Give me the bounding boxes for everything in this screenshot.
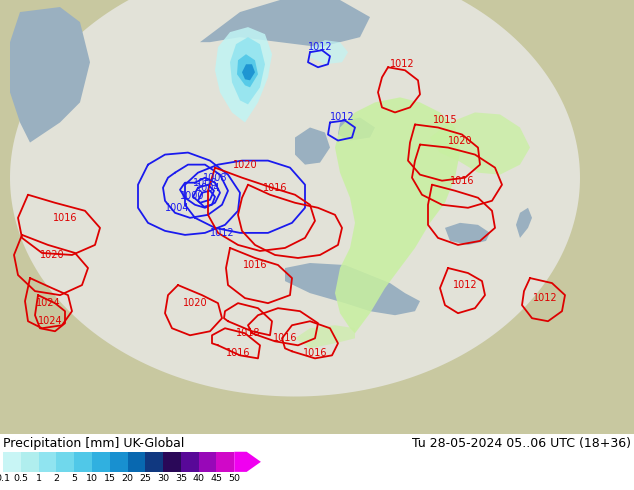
Text: 1004: 1004	[196, 183, 220, 193]
Text: 15: 15	[104, 474, 116, 483]
Polygon shape	[285, 263, 420, 315]
Polygon shape	[338, 118, 375, 141]
Text: 1020: 1020	[448, 136, 472, 146]
Text: 1016: 1016	[450, 176, 474, 186]
Text: 1024: 1024	[36, 298, 60, 308]
Polygon shape	[295, 127, 330, 165]
Polygon shape	[295, 325, 355, 348]
Text: 1012: 1012	[390, 59, 414, 69]
Text: 1018: 1018	[236, 328, 260, 338]
Polygon shape	[237, 54, 258, 87]
Polygon shape	[230, 37, 265, 104]
Text: 25: 25	[139, 474, 152, 483]
Bar	[74, 452, 92, 472]
Text: 10: 10	[86, 474, 98, 483]
Bar	[163, 452, 181, 472]
Bar	[110, 452, 127, 472]
Polygon shape	[310, 40, 348, 64]
Bar	[181, 452, 198, 472]
Text: Tu 28-05-2024 05..06 UTC (18+36): Tu 28-05-2024 05..06 UTC (18+36)	[412, 437, 631, 450]
Text: 1015: 1015	[432, 116, 457, 125]
Text: 1012: 1012	[533, 293, 557, 303]
Polygon shape	[234, 452, 261, 472]
Polygon shape	[0, 0, 634, 434]
Polygon shape	[516, 208, 532, 238]
Text: 40: 40	[193, 474, 205, 483]
Text: 1016: 1016	[53, 213, 77, 223]
Text: 1012: 1012	[210, 228, 235, 238]
Text: 1012: 1012	[453, 280, 477, 290]
Text: 5: 5	[71, 474, 77, 483]
Bar	[56, 452, 74, 472]
Polygon shape	[445, 223, 490, 245]
Text: 1016: 1016	[262, 183, 287, 193]
Bar	[3, 452, 21, 472]
Text: 1016: 1016	[273, 333, 297, 343]
Text: 45: 45	[210, 474, 223, 483]
Polygon shape	[10, 7, 90, 143]
Text: 35: 35	[175, 474, 187, 483]
Polygon shape	[242, 64, 255, 80]
Bar	[21, 452, 39, 472]
Text: 2: 2	[53, 474, 60, 483]
Text: 1012: 1012	[307, 42, 332, 52]
Text: 1012: 1012	[330, 112, 354, 122]
Text: 1000: 1000	[180, 191, 204, 201]
Polygon shape	[10, 0, 580, 396]
Polygon shape	[335, 98, 460, 333]
Bar	[198, 452, 216, 472]
Text: 30: 30	[157, 474, 169, 483]
Text: 50: 50	[228, 474, 240, 483]
Text: 1020: 1020	[40, 250, 64, 260]
Text: 20: 20	[122, 474, 134, 483]
Text: 1: 1	[36, 474, 42, 483]
Text: 1016: 1016	[226, 348, 250, 358]
Text: Precipitation [mm] UK-Global: Precipitation [mm] UK-Global	[3, 437, 184, 450]
Polygon shape	[430, 112, 530, 174]
Text: 1008: 1008	[193, 178, 217, 188]
Text: 1008: 1008	[203, 172, 227, 183]
Bar	[39, 452, 56, 472]
Text: 1016: 1016	[243, 260, 268, 270]
Text: 1024: 1024	[37, 316, 62, 326]
Polygon shape	[215, 27, 272, 122]
Text: 1020: 1020	[233, 160, 257, 170]
Text: 0.1: 0.1	[0, 474, 11, 483]
Bar	[145, 452, 163, 472]
Bar	[127, 452, 145, 472]
Bar	[216, 452, 234, 472]
Text: 1004: 1004	[165, 203, 190, 213]
Text: 1016: 1016	[303, 348, 327, 358]
Text: 0.5: 0.5	[13, 474, 29, 483]
Bar	[92, 452, 110, 472]
Polygon shape	[200, 0, 370, 47]
Text: 1020: 1020	[183, 298, 207, 308]
